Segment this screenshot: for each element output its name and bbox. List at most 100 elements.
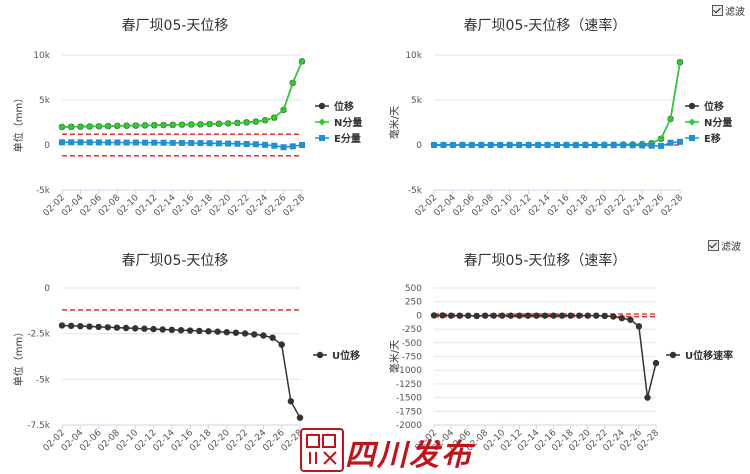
filter-checkbox[interactable]: [708, 240, 719, 251]
data-point: [473, 312, 480, 320]
data-point: [563, 142, 570, 148]
data-point: [113, 324, 121, 331]
data-point: [123, 139, 130, 146]
y-tick-label: -2000: [396, 421, 422, 431]
legend-item[interactable]: E分量: [315, 132, 361, 145]
y-tick-label: -250: [402, 325, 423, 335]
data-point: [225, 140, 232, 147]
data-point: [177, 326, 185, 334]
data-point: [186, 327, 194, 334]
data-point: [447, 312, 455, 319]
x-tick-label: 02-28: [660, 193, 686, 219]
data-point: [652, 359, 660, 367]
legend-label: U位移速率: [685, 349, 733, 362]
data-point: [196, 327, 203, 335]
series-line: [61, 61, 303, 128]
filter-label: 滤波: [721, 242, 741, 253]
data-point: [554, 142, 560, 148]
legend-item[interactable]: U位移: [313, 349, 360, 362]
legend-item[interactable]: U位移速率: [666, 349, 733, 362]
data-point: [464, 312, 472, 319]
y-tick-label: 500: [405, 284, 422, 294]
data-point: [516, 312, 523, 319]
legend-label: E移: [704, 132, 721, 145]
data-point: [635, 323, 643, 330]
data-point: [86, 122, 94, 130]
y-tick-label: -1250: [396, 380, 422, 390]
legend-label: 位移: [334, 100, 354, 113]
brand-name: 四川发布: [345, 438, 473, 473]
data-point: [525, 142, 532, 148]
data-point: [197, 140, 204, 147]
y-tick-label: -1750: [396, 407, 422, 417]
data-point: [169, 121, 177, 129]
y-tick-label: 5k: [39, 96, 51, 106]
data-point: [644, 394, 651, 401]
data-point: [541, 312, 549, 319]
legend-marker: [316, 351, 324, 359]
y-tick-label: -5k: [36, 375, 51, 385]
data-point: [639, 142, 646, 149]
series-line: [433, 62, 681, 146]
legend-item[interactable]: E移: [685, 132, 721, 145]
data-point: [289, 79, 297, 87]
filter-toggle-top[interactable]: 滤波: [712, 3, 745, 18]
data-point: [68, 139, 75, 146]
data-point: [287, 398, 295, 405]
data-point: [278, 341, 285, 348]
chart-panel-1: 春厂坝05-天位移单位（mm）10k5k0-5k02-0202-0402-060…: [12, 18, 362, 219]
data-point: [141, 325, 148, 332]
legend-marker: [319, 135, 325, 141]
y-tick-label: 10k: [33, 51, 50, 61]
legend-item[interactable]: 位移: [685, 100, 724, 113]
data-point: [58, 322, 66, 329]
data-point: [298, 57, 306, 65]
data-point: [105, 139, 112, 146]
legend-label: N分量: [334, 116, 362, 129]
data-point: [104, 122, 112, 130]
data-point: [132, 139, 139, 146]
y-tick-label: 0: [416, 311, 422, 321]
data-point: [280, 106, 288, 114]
data-point: [223, 329, 230, 336]
data-point: [270, 114, 278, 122]
y-tick-label: -7.5k: [27, 421, 51, 431]
data-point: [67, 322, 75, 330]
data-point: [449, 142, 456, 148]
data-point: [618, 314, 626, 322]
series-line: [61, 61, 303, 128]
y-axis-label: 单位（mm）: [12, 327, 25, 386]
legend-marker: [689, 135, 695, 141]
data-point: [497, 142, 504, 148]
chart-title: 春厂坝05-天位移: [122, 253, 229, 269]
y-tick-label: 0: [416, 141, 422, 151]
data-point: [535, 142, 542, 148]
data-point: [478, 142, 485, 148]
x-tick-label: 02-28: [282, 193, 308, 219]
legend-item[interactable]: 位移: [315, 100, 354, 113]
legend-marker: [318, 102, 326, 110]
data-point: [289, 143, 296, 150]
filter-checkbox[interactable]: [712, 5, 723, 16]
data-point: [533, 312, 540, 319]
data-point: [215, 120, 223, 128]
data-point: [591, 142, 598, 149]
legend-item[interactable]: N分量: [315, 116, 362, 129]
filter-toggle-bottom[interactable]: 滤波: [708, 238, 741, 253]
data-point: [243, 118, 251, 126]
data-point: [132, 122, 140, 130]
data-point: [59, 139, 65, 146]
data-point: [142, 139, 149, 146]
data-point: [232, 329, 240, 336]
legend-label: N分量: [704, 116, 732, 129]
data-point: [261, 116, 269, 124]
y-axis-label: 毫米/天: [388, 340, 401, 373]
data-point: [169, 139, 176, 146]
data-point: [575, 312, 583, 319]
y-tick-label: 250: [405, 298, 422, 308]
legend-marker: [318, 118, 326, 126]
legend-item[interactable]: N分量: [685, 116, 732, 129]
data-point: [150, 325, 157, 333]
data-point: [658, 142, 665, 149]
